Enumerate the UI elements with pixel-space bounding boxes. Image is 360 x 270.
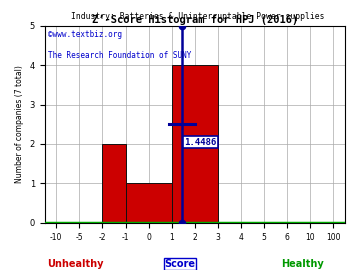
Bar xyxy=(126,183,172,223)
Title: Z’-Score Histogram for HPJ (2016): Z’-Score Histogram for HPJ (2016) xyxy=(92,15,298,25)
Text: Healthy: Healthy xyxy=(281,259,324,269)
Text: ©www.textbiz.org: ©www.textbiz.org xyxy=(48,30,122,39)
Bar xyxy=(172,65,218,223)
Text: Industry: Batteries & Uninterruptable Power supplies: Industry: Batteries & Uninterruptable Po… xyxy=(71,12,325,21)
Text: Unhealthy: Unhealthy xyxy=(47,259,103,269)
Y-axis label: Number of companies (7 total): Number of companies (7 total) xyxy=(15,65,24,183)
Bar xyxy=(102,144,126,223)
Text: The Research Foundation of SUNY: The Research Foundation of SUNY xyxy=(48,51,191,60)
Text: 1.4486: 1.4486 xyxy=(184,137,216,147)
Text: Score: Score xyxy=(165,259,195,269)
